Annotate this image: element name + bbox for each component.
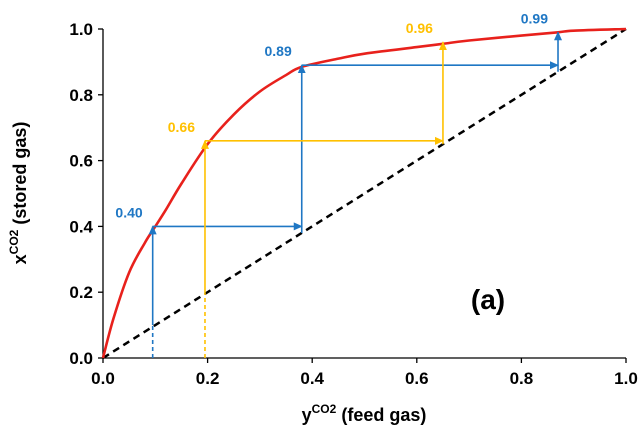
value-label: 0.66: [168, 119, 195, 135]
y-tick-label: 0.8: [69, 86, 93, 105]
y-tick-label: 0.6: [69, 152, 93, 171]
value-label: 0.99: [521, 10, 548, 26]
x-tick-label: 0.2: [196, 369, 220, 388]
marks: 0.40 0.66 0.89 0.96 0.99: [101, 10, 627, 360]
diagonal-line: [102, 27, 627, 360]
y-tick-label: 0.2: [69, 283, 93, 302]
y-tick-label: 0.0: [69, 349, 93, 368]
x-tick-label: 0.4: [300, 369, 324, 388]
plot-area: 0.0 0.2 0.4 0.6 0.8 1.0 0.0 0.2 0.4 0.6 0.8 1.0: [69, 20, 637, 388]
x-tick-label: 0.8: [510, 369, 534, 388]
value-label: 0.89: [264, 43, 291, 59]
y-tick-label: 1.0: [69, 20, 93, 39]
x-tick-label: 0.0: [91, 369, 115, 388]
y-axis-label: xCO2 (stored gas): [7, 122, 30, 265]
x-tick-label: 0.6: [405, 369, 429, 388]
panel-label: (a): [471, 284, 505, 315]
value-label: 0.40: [115, 204, 142, 220]
x-tick-label: 1.0: [614, 369, 638, 388]
value-label: 0.96: [406, 20, 433, 36]
equilibrium-curve: [101, 27, 627, 359]
y-tick-label: 0.4: [69, 217, 93, 236]
x-axis-label: yCO2 (feed gas): [302, 402, 427, 425]
